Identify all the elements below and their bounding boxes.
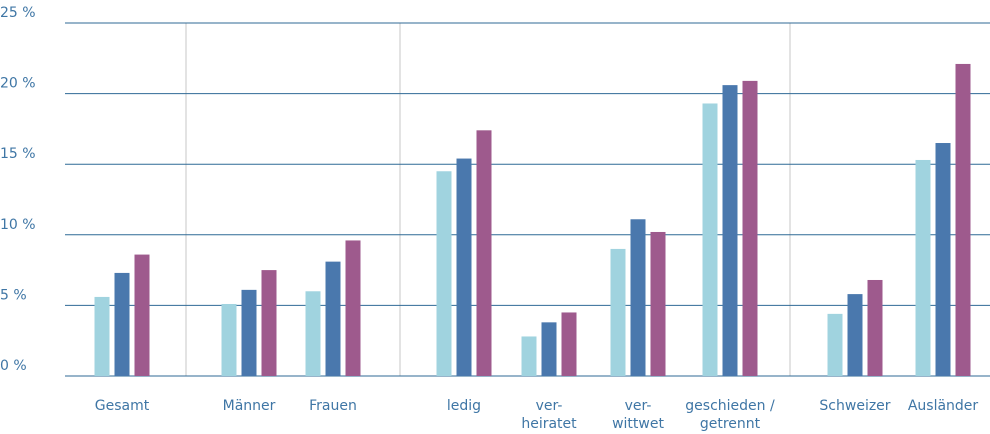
bar: [114, 272, 130, 376]
bar: [915, 159, 931, 376]
bar: [541, 322, 557, 376]
x-tick-label: Frauen: [309, 398, 357, 414]
x-tick-label: Ausländer: [908, 398, 979, 414]
bar: [261, 270, 277, 376]
bar: [456, 158, 472, 376]
bar: [94, 296, 110, 376]
bar: [722, 85, 738, 377]
bar: [702, 103, 718, 376]
bar: [630, 219, 646, 376]
bar: [847, 294, 863, 376]
x-tick-label: ledig: [447, 398, 481, 414]
y-tick-label: 5 %: [0, 287, 27, 303]
x-tick-label: ver-: [625, 398, 652, 414]
y-tick-label: 15 %: [0, 146, 36, 162]
x-tick-label: geschieden /: [685, 398, 775, 414]
bar: [610, 248, 626, 376]
y-tick-label: 20 %: [0, 76, 36, 92]
bar: [345, 240, 361, 376]
x-tick-label: Männer: [223, 398, 276, 414]
bar: [134, 254, 150, 376]
bar: [521, 336, 537, 376]
bar: [935, 143, 951, 376]
bar: [221, 303, 237, 376]
separators: [185, 23, 791, 376]
bar: [476, 130, 492, 376]
x-tick-label: Gesamt: [95, 398, 150, 414]
x-tick-label: getrennt: [700, 416, 761, 432]
bar: [742, 80, 758, 376]
y-tick-label: 10 %: [0, 217, 36, 233]
bar: [305, 291, 321, 376]
x-tick-label: heiratet: [521, 416, 577, 432]
x-tick-label: Schweizer: [819, 398, 890, 414]
y-tick-label: 0 %: [0, 358, 27, 374]
bar: [650, 231, 666, 376]
bar: [827, 313, 843, 376]
x-tick-label: wittwet: [612, 416, 664, 432]
bar: [436, 171, 452, 376]
bar: [955, 63, 971, 376]
bar: [325, 261, 341, 376]
x-tick-label: ver-: [536, 398, 563, 414]
y-tick-label: 25 %: [0, 5, 36, 21]
bar: [561, 312, 577, 376]
bar: [241, 289, 257, 376]
bar: [867, 279, 883, 376]
